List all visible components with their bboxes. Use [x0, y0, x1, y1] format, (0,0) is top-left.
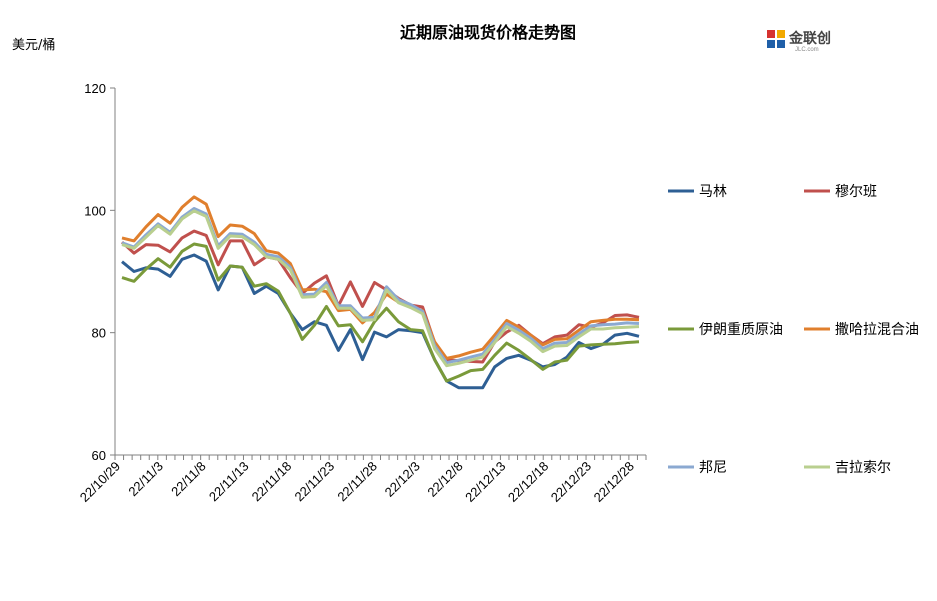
series-line-6 — [121, 209, 640, 368]
legend-label: 邦尼 — [699, 460, 727, 476]
x-tick-label: 22/12/3 — [382, 459, 423, 500]
legend-label: 马林 — [699, 184, 727, 200]
x-tick-label: 22/11/23 — [292, 459, 338, 505]
axes: 60 80 100 120 22/10/29 22/11/3 22/11/822/11/13… — [77, 81, 647, 505]
series-line-1 — [121, 253, 640, 390]
x-tick-label: 22/12/28 — [591, 459, 637, 505]
brand-logo: 金联创 JLC.com — [767, 30, 831, 53]
series-line-3 — [121, 242, 640, 383]
x-tick-label: 22/12/18 — [505, 459, 551, 505]
y-tick-label: 100 — [84, 203, 106, 218]
legend-label: 撒哈拉混合油 — [835, 322, 919, 338]
x-tick-label: 22/11/18 — [249, 459, 295, 505]
logo-mark-icon — [767, 30, 785, 48]
chart-title: 近期原油现货价格走势图 — [400, 23, 576, 42]
y-tick-label: 60 — [92, 448, 106, 463]
y-axis-unit: 美元/桶 — [12, 38, 55, 53]
x-tick-label: 22/11/13 — [206, 459, 252, 505]
x-tick-label: 22/10/29 — [77, 459, 123, 505]
x-tick-label: 22/11/28 — [334, 459, 380, 505]
y-tick-label: 120 — [84, 81, 106, 96]
series-line-2 — [120, 229, 640, 364]
x-tick-label: 22/12/23 — [548, 459, 594, 505]
x-tick-label: 22/12/8 — [424, 459, 465, 500]
x-tick-label: 22/12/13 — [462, 459, 508, 505]
x-tick-label: 22/11/8 — [168, 459, 209, 500]
x-tick-label: 22/11/3 — [125, 459, 166, 500]
legend-label: 穆尔班 — [835, 184, 877, 200]
legend-label: 吉拉索尔 — [835, 459, 891, 476]
y-tick-label: 80 — [92, 326, 106, 341]
legend-label: 伊朗重质原油 — [699, 322, 783, 338]
logo-name: 金联创 — [788, 30, 831, 47]
logo-sub: JLC.com — [795, 47, 819, 53]
series-layer — [120, 195, 640, 390]
